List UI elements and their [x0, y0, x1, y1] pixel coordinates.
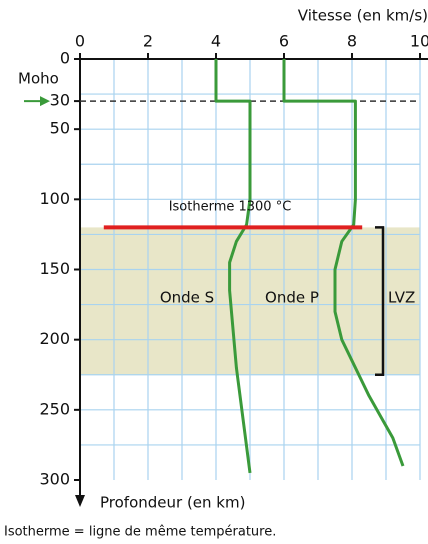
y-tick-label: 50 [50, 119, 70, 138]
y-tick-label: 150 [39, 259, 70, 278]
x-tick-label: 4 [211, 32, 221, 51]
y-axis-label: Profondeur (en km) [100, 494, 245, 512]
x-tick-label: 0 [75, 32, 85, 51]
moho-arrow-head [40, 96, 50, 107]
y-tick-label: 250 [39, 399, 70, 418]
series-label: Onde S [160, 289, 214, 307]
velocity-line [282, 59, 405, 467]
series-label: Onde P [265, 289, 319, 307]
velocity-line [214, 59, 252, 474]
x-tick-label: 10 [410, 32, 428, 51]
y-tick-label: 200 [39, 329, 70, 348]
footnote: Isotherme = ligne de même température. [4, 525, 276, 540]
lvz-label: LVZ [388, 289, 415, 307]
y-tick-label: 300 [39, 470, 70, 489]
y-tick-label: 100 [39, 189, 70, 208]
x-tick-label: 2 [143, 32, 153, 51]
lvz-bracket [375, 226, 385, 376]
x-tick-label: 6 [279, 32, 289, 51]
y-axis-arrow [75, 495, 85, 507]
x-axis-label: Vitesse (en km/s) [298, 7, 428, 25]
y-tick-label: 30 [50, 91, 70, 110]
moho-label: Moho [18, 70, 59, 88]
y-tick-label: 0 [60, 49, 70, 68]
isotherm-label: Isotherme 1300 °C [169, 200, 292, 215]
x-tick-label: 8 [347, 32, 357, 51]
